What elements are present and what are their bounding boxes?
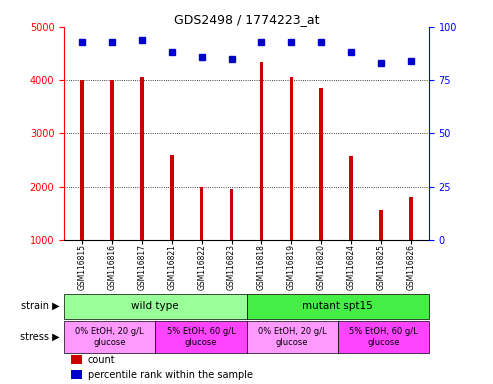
Text: GSM116821: GSM116821 [167, 245, 176, 290]
Text: percentile rank within the sample: percentile rank within the sample [88, 370, 253, 380]
Text: GSM116817: GSM116817 [138, 245, 146, 290]
Bar [170, 155, 174, 240]
Bar [64, 294, 246, 319]
Text: strain ▶: strain ▶ [21, 301, 59, 311]
Text: GSM116825: GSM116825 [377, 245, 386, 290]
Bar [200, 187, 204, 240]
Text: GSM116824: GSM116824 [347, 245, 355, 290]
Text: GSM116822: GSM116822 [197, 245, 206, 290]
Bar [71, 370, 82, 379]
Text: GSM116823: GSM116823 [227, 245, 236, 290]
Bar [64, 321, 155, 353]
Text: GSM116820: GSM116820 [317, 245, 326, 290]
Bar [246, 294, 429, 319]
Bar [350, 156, 353, 240]
Text: count: count [88, 355, 115, 365]
Text: 5% EtOH, 60 g/L
glucose: 5% EtOH, 60 g/L glucose [349, 327, 418, 347]
Bar [140, 78, 143, 240]
Text: GSM116815: GSM116815 [77, 245, 87, 290]
Bar [230, 189, 233, 240]
Text: GSM116816: GSM116816 [107, 245, 116, 290]
Text: 0% EtOH, 20 g/L
glucose: 0% EtOH, 20 g/L glucose [75, 327, 144, 347]
Bar [379, 210, 383, 240]
Bar [71, 355, 82, 364]
Text: wild type: wild type [132, 301, 179, 311]
Bar [80, 80, 84, 240]
Text: 5% EtOH, 60 g/L
glucose: 5% EtOH, 60 g/L glucose [167, 327, 235, 347]
Bar [409, 197, 413, 240]
Text: mutant spt15: mutant spt15 [302, 301, 373, 311]
Text: GSM116826: GSM116826 [406, 245, 416, 290]
Text: stress ▶: stress ▶ [20, 332, 59, 342]
Bar [319, 88, 323, 240]
Bar [155, 321, 246, 353]
Bar [289, 78, 293, 240]
Text: GSM116818: GSM116818 [257, 245, 266, 290]
Bar [246, 321, 338, 353]
Bar [260, 61, 263, 240]
Title: GDS2498 / 1774223_at: GDS2498 / 1774223_at [174, 13, 319, 26]
Bar [110, 80, 114, 240]
Text: GSM116819: GSM116819 [287, 245, 296, 290]
Bar [338, 321, 429, 353]
Text: 0% EtOH, 20 g/L
glucose: 0% EtOH, 20 g/L glucose [258, 327, 326, 347]
